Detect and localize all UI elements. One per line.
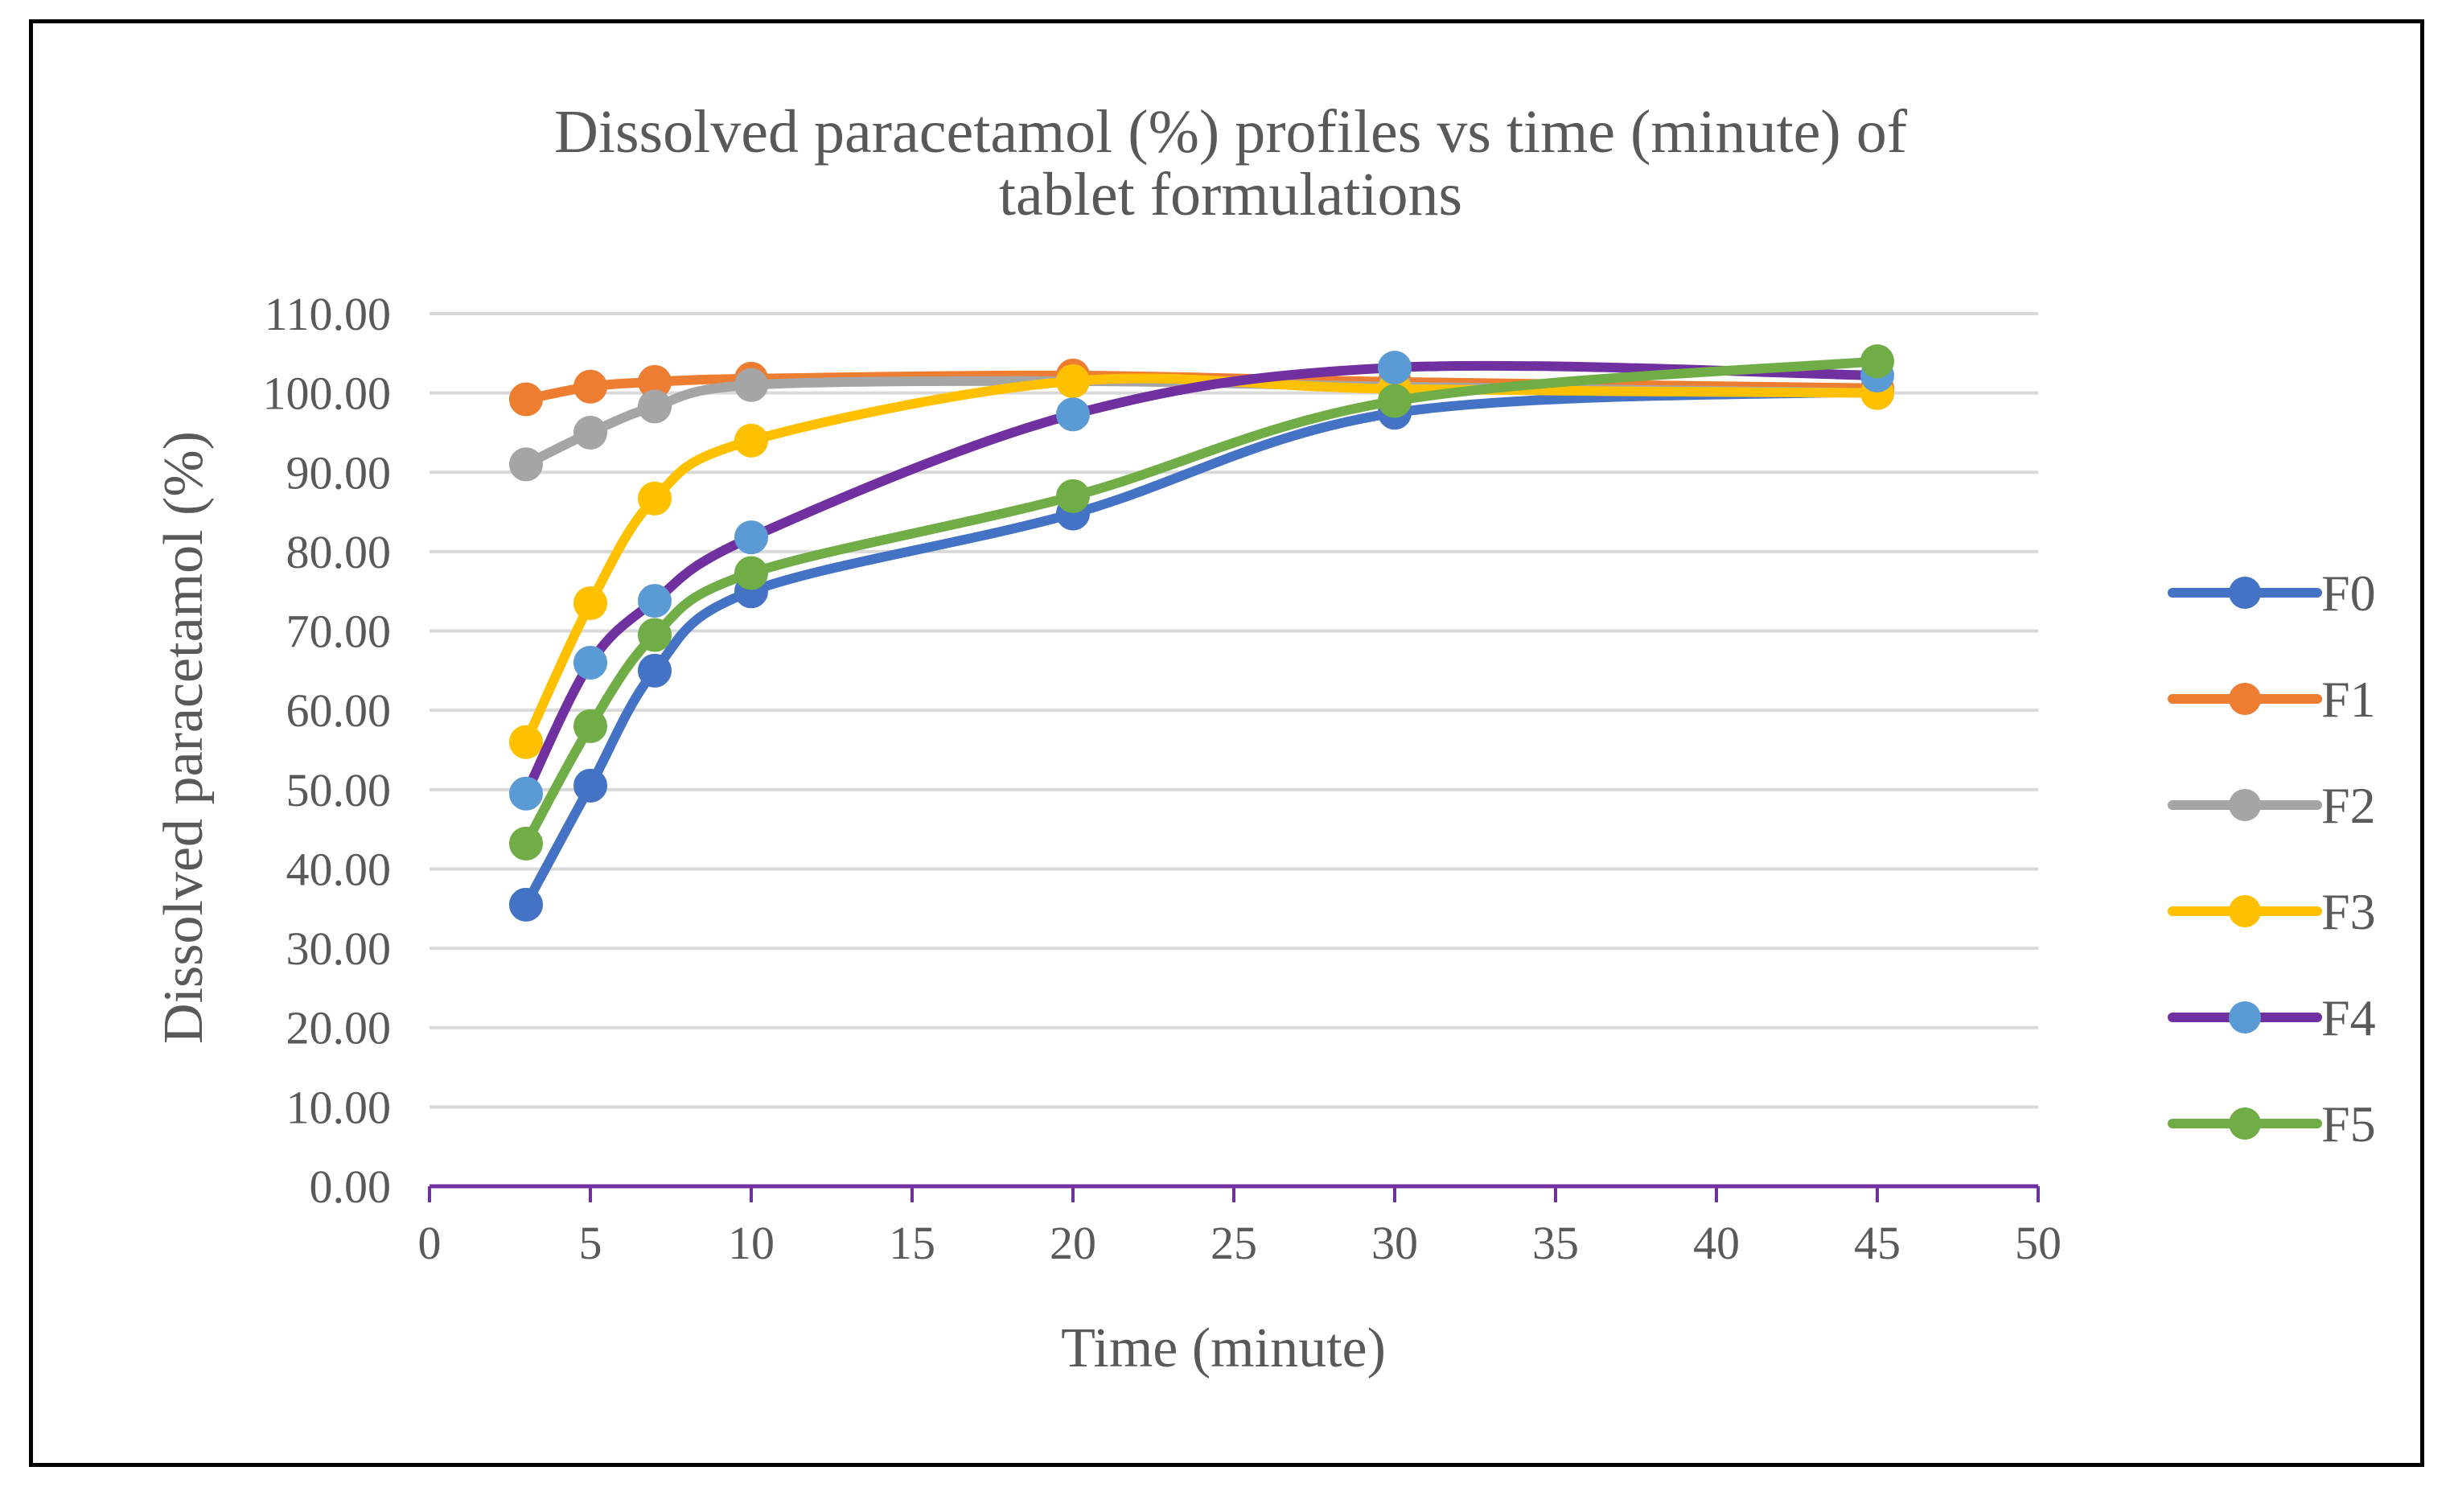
y-axis-label: Dissolved paracetamol (%) — [153, 431, 215, 1044]
y-tick-label: 80.00 — [286, 526, 392, 578]
data-point-F3-10 — [734, 423, 768, 458]
x-tick-label: 5 — [579, 1217, 602, 1269]
x-tick-label: 45 — [1854, 1217, 1901, 1269]
legend-marker-F4 — [2229, 1001, 2261, 1033]
data-point-F4-10 — [734, 520, 768, 555]
series-line-F0 — [521, 386, 1882, 910]
y-tick-label: 0.00 — [310, 1161, 392, 1213]
chart-title-line-2: tablet formulations — [999, 161, 1462, 228]
data-point-F5-30 — [1378, 384, 1412, 418]
data-point-F3-20 — [1056, 364, 1090, 398]
data-point-F2-3 — [509, 447, 543, 482]
data-point-F0-3 — [509, 887, 543, 922]
data-point-F5-7 — [638, 618, 672, 652]
chart-svg: Dissolved paracetamol (%) profiles vs ti… — [153, 98, 2376, 1379]
x-tick-label: 15 — [889, 1217, 935, 1269]
data-point-F2-10 — [734, 368, 768, 402]
chart-frame: Dissolved paracetamol (%) profiles vs ti… — [29, 19, 2424, 1467]
data-point-F3-5 — [573, 586, 607, 621]
y-tick-label: 110.00 — [265, 288, 391, 340]
data-point-F0-5 — [573, 768, 607, 803]
legend-marker-F5 — [2229, 1107, 2261, 1140]
data-point-F3-3 — [509, 725, 543, 759]
x-tick-label: 10 — [728, 1217, 775, 1269]
data-point-F5-20 — [1056, 479, 1090, 513]
chart-title-line-1: Dissolved paracetamol (%) profiles vs ti… — [554, 98, 1908, 166]
data-point-F5-5 — [573, 709, 607, 743]
legend-marker-F3 — [2229, 895, 2261, 927]
series-line-F3 — [521, 373, 1882, 747]
legend-label-F4: F4 — [2321, 989, 2376, 1046]
y-tick-label: 50.00 — [286, 764, 392, 816]
axes: 0.00 10.00 20.00 30.00 40.00 50.00 60.00 70.00 8… — [263, 288, 2062, 1269]
legend-item-F1: F1 — [2168, 671, 2376, 728]
series-F3 — [509, 364, 1894, 759]
y-tick-label: 20.00 — [286, 1002, 392, 1054]
data-point-F5-45 — [1860, 344, 1894, 379]
data-point-F5-3 — [509, 826, 543, 861]
chart-title: Dissolved paracetamol (%) profiles vs ti… — [554, 98, 1908, 228]
data-point-F0-7 — [638, 653, 672, 688]
x-tick-label: 30 — [1371, 1217, 1418, 1269]
data-point-F4-30 — [1378, 351, 1412, 385]
legend-item-F2: F2 — [2168, 777, 2376, 834]
y-tick-label: 30.00 — [286, 922, 392, 975]
series-lines — [509, 344, 1894, 922]
data-point-F3-7 — [638, 481, 672, 516]
data-point-F5-10 — [734, 556, 768, 590]
legend-label-F0: F0 — [2321, 565, 2376, 622]
data-point-F4-5 — [573, 646, 607, 680]
y-tick-label: 90.00 — [286, 446, 392, 499]
data-point-F4-20 — [1056, 397, 1090, 432]
y-tick-label: 40.00 — [286, 843, 392, 895]
legend-item-F3: F3 — [2168, 883, 2376, 940]
y-tick-label: 100.00 — [263, 368, 392, 420]
data-point-F1-5 — [573, 369, 607, 404]
legend-item-F5: F5 — [2168, 1095, 2376, 1152]
legend-item-F0: F0 — [2168, 565, 2376, 622]
gridlines — [430, 312, 2038, 1109]
y-tick-label: 10.00 — [286, 1081, 392, 1133]
x-axis-label: Time (minute) — [1061, 1317, 1386, 1379]
data-point-F1-3 — [509, 382, 543, 417]
data-point-F4-7 — [638, 584, 672, 618]
data-point-F2-7 — [638, 389, 672, 424]
legend-label-F2: F2 — [2321, 777, 2376, 834]
x-tick-label: 50 — [2015, 1217, 2061, 1269]
legend-marker-F0 — [2229, 577, 2261, 609]
legend-marker-F2 — [2229, 789, 2261, 821]
legend-item-F4: F4 — [2168, 989, 2376, 1046]
series-line-F4 — [521, 360, 1882, 799]
x-tick-label: 0 — [418, 1217, 442, 1269]
legend-label-F1: F1 — [2321, 671, 2376, 728]
legend-marker-F1 — [2229, 683, 2261, 715]
x-tick-label: 40 — [1693, 1217, 1740, 1269]
series-line-F5 — [521, 356, 1882, 848]
data-point-F4-3 — [509, 776, 543, 811]
series-F5 — [509, 344, 1894, 861]
x-tick-label: 35 — [1532, 1217, 1579, 1269]
y-tick-label: 60.00 — [286, 684, 392, 737]
series-F4 — [509, 351, 1894, 811]
legend: F0 F1 F2 F3 F4 F5 — [2168, 565, 2376, 1152]
legend-label-F3: F3 — [2321, 883, 2376, 940]
data-point-F2-5 — [573, 415, 607, 450]
x-tick-label: 20 — [1050, 1217, 1096, 1269]
legend-label-F5: F5 — [2321, 1095, 2376, 1152]
y-tick-label: 70.00 — [286, 606, 392, 658]
x-tick-label: 25 — [1211, 1217, 1257, 1269]
